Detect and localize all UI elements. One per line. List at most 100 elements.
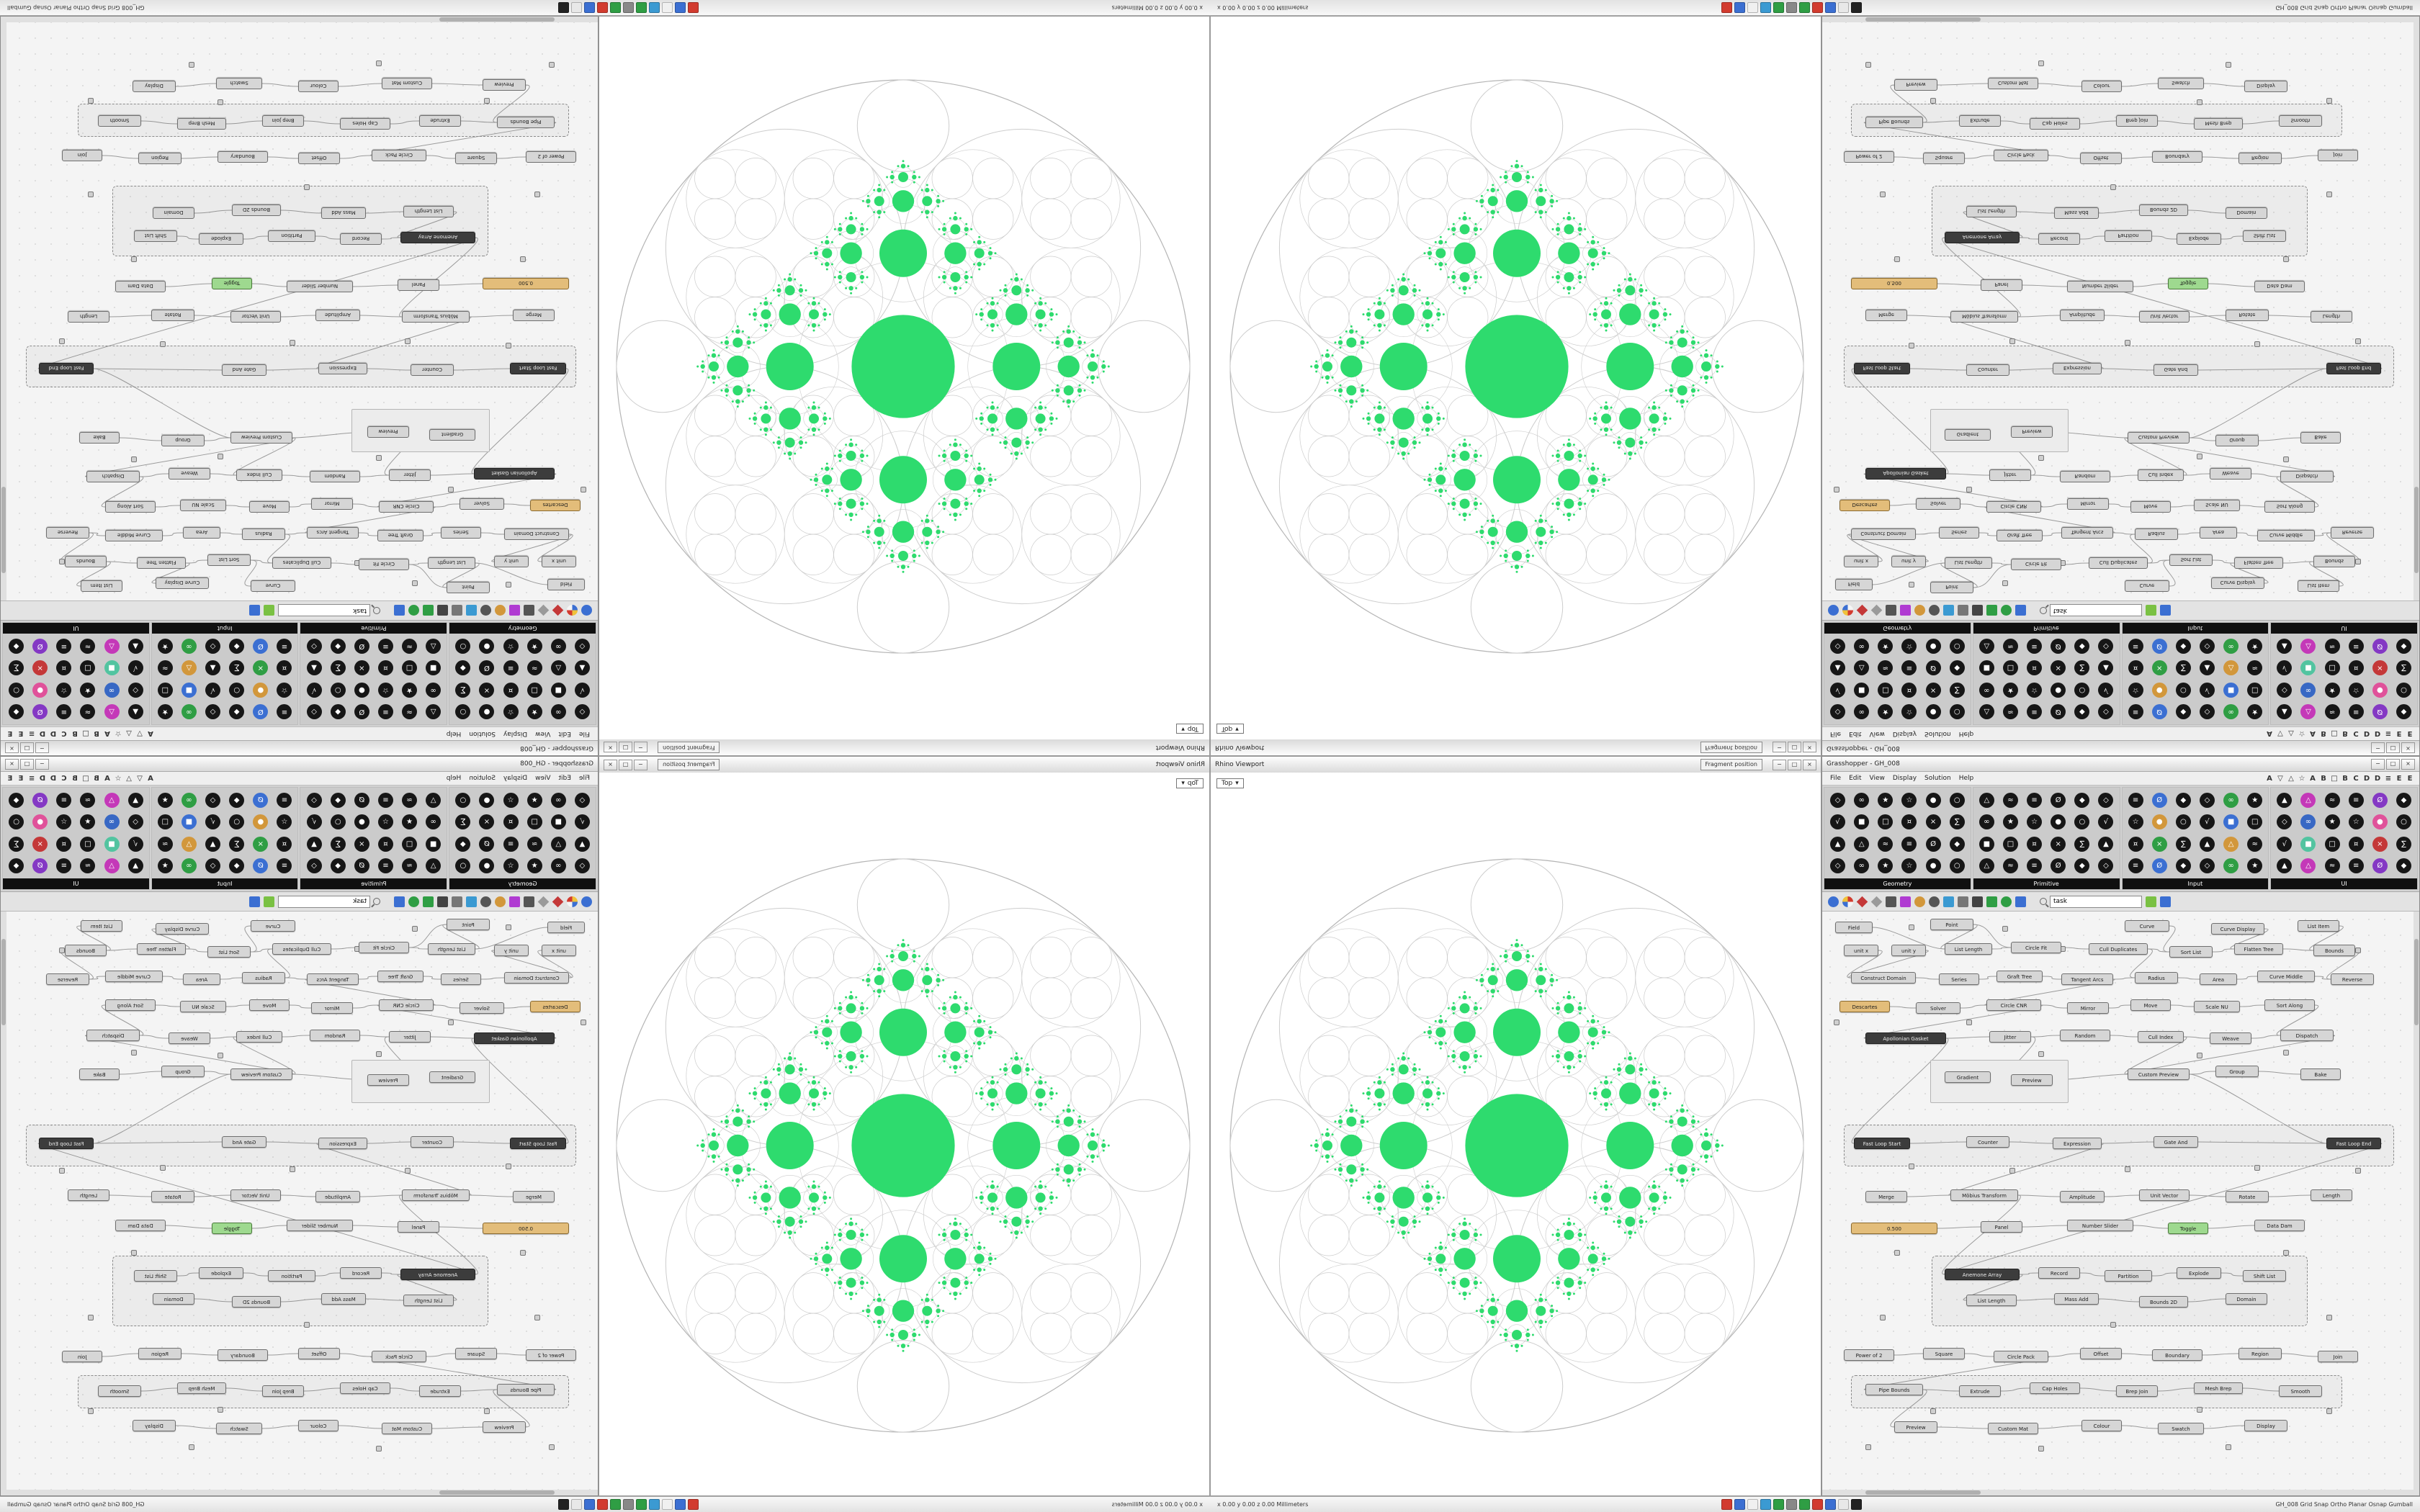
quick-button[interactable]: B — [2321, 774, 2326, 783]
gh-node[interactable]: Weave — [169, 1032, 210, 1044]
gh-node[interactable]: Circle CNR — [1986, 999, 2041, 1011]
gh-node[interactable]: Unit Vector — [230, 1189, 281, 1201]
component-icon[interactable]: ● — [2051, 682, 2066, 698]
component-icon[interactable]: ∑ — [455, 682, 471, 698]
gh-node[interactable]: Circle Pack — [1994, 1351, 2048, 1362]
gh-node[interactable]: Record — [340, 1267, 382, 1279]
grasshopper-solver-icon[interactable] — [264, 605, 274, 616]
gh-node[interactable]: Extrude — [419, 115, 461, 127]
taskbar-app-icon[interactable] — [1799, 1499, 1811, 1510]
close-button[interactable]: × — [1803, 759, 1816, 770]
component-icon[interactable]: ◆ — [2074, 638, 2090, 654]
gh-node[interactable]: Cull Duplicates — [2089, 943, 2148, 955]
palette-group-label[interactable]: Input — [2122, 878, 2269, 889]
component-icon[interactable]: ★ — [1878, 704, 1894, 720]
component-icon[interactable]: ◆ — [2396, 792, 2411, 808]
component-icon[interactable]: ∑ — [2074, 660, 2090, 676]
quick-button[interactable]: □ — [2331, 774, 2338, 783]
palette-group-label[interactable]: Primitive — [1973, 623, 2120, 634]
gh-node[interactable]: Random — [2060, 471, 2110, 482]
component-icon[interactable]: ∞ — [2300, 682, 2316, 698]
gh-node[interactable]: Bounds — [2313, 556, 2355, 567]
gh-node[interactable]: Solver — [460, 1002, 504, 1014]
gh-node[interactable]: List Length — [1945, 943, 1992, 955]
parameter-dot[interactable] — [549, 1444, 555, 1450]
gh-node[interactable]: Merge — [1865, 310, 1907, 321]
gh-node[interactable]: Weave — [2210, 1032, 2251, 1044]
gh-node[interactable]: Power of 2 — [1844, 151, 1894, 163]
component-icon[interactable]: × — [32, 836, 48, 852]
gh-node[interactable]: Dispatch — [2280, 1030, 2334, 1041]
component-icon[interactable]: √ — [1830, 682, 1846, 698]
component-icon[interactable]: √ — [127, 660, 143, 676]
gh-node[interactable]: Group — [161, 435, 205, 446]
parameter-dot[interactable] — [1880, 192, 1886, 197]
parameter-dot[interactable] — [484, 1408, 490, 1414]
component-icon[interactable]: ☆ — [1901, 704, 1917, 720]
component-icon[interactable]: Ø — [2051, 858, 2066, 874]
eye-icon[interactable] — [1929, 605, 1940, 616]
gh-node[interactable]: List Item — [2298, 920, 2339, 932]
component-icon[interactable]: ≈ — [526, 836, 542, 852]
component-icon[interactable]: ★ — [402, 682, 418, 698]
component-icon[interactable]: ≈ — [2002, 792, 2018, 808]
component-icon[interactable]: ∞ — [550, 858, 566, 874]
scrollbar-thumb[interactable] — [2414, 939, 2419, 1025]
save-icon[interactable] — [394, 605, 405, 616]
gh-node[interactable]: Panel — [398, 279, 439, 291]
palette-group-label[interactable]: Input — [151, 623, 298, 634]
gh-node[interactable]: Cull Duplicates — [272, 943, 331, 955]
scrollbar-thumb[interactable] — [1865, 1490, 1981, 1495]
component-icon[interactable]: ◆ — [2396, 858, 2411, 874]
component-icon[interactable]: ★ — [80, 682, 96, 698]
component-icon[interactable]: ● — [1925, 858, 1941, 874]
close-button[interactable]: × — [5, 742, 19, 754]
viewport-titlebar[interactable]: Rhino Viewport Fragment position − □ × — [1211, 757, 1821, 773]
gh-node[interactable]: Rotate — [2226, 1191, 2269, 1202]
component-icon[interactable]: △ — [1978, 792, 1994, 808]
gh-node[interactable]: Counter — [411, 364, 454, 376]
component-icon[interactable]: ◇ — [2199, 858, 2215, 874]
menu-item-display[interactable]: Display — [1892, 775, 1917, 782]
lock-icon[interactable] — [1972, 896, 1983, 907]
parameter-dot[interactable] — [376, 455, 382, 461]
grasshopper-titlebar[interactable]: Grasshopper - GH_008 − □ × — [1822, 740, 2419, 755]
gh-node[interactable]: Fast Loop Start — [510, 1138, 566, 1149]
gh-node[interactable]: Length — [68, 311, 109, 323]
brush-icon[interactable] — [1914, 605, 1925, 616]
component-icon[interactable]: △ — [2300, 704, 2316, 720]
menu-item-solution[interactable]: Solution — [469, 775, 496, 782]
save-icon[interactable] — [2015, 605, 2026, 616]
gh-node[interactable]: Square — [1923, 1348, 1965, 1359]
gh-node[interactable]: Mass Add — [2054, 207, 2099, 219]
palette-group-label[interactable]: UI — [2271, 623, 2417, 634]
taskbar-app-icon[interactable] — [557, 1499, 569, 1510]
component-icon[interactable]: Ø — [32, 858, 48, 874]
gh-node[interactable]: Expression — [2053, 363, 2102, 374]
taskbar-app-icon[interactable] — [635, 2, 647, 13]
gh-node[interactable]: Curve Middle — [2257, 971, 2315, 982]
component-icon[interactable]: ≈ — [80, 792, 96, 808]
component-icon[interactable]: ○ — [330, 682, 346, 698]
parameter-dot[interactable] — [304, 1322, 310, 1328]
gh-node[interactable]: Square — [1923, 153, 1965, 164]
quick-button[interactable]: □ — [2331, 729, 2338, 738]
menu-item-edit[interactable]: Edit — [1849, 775, 1862, 782]
gh-node[interactable]: Jitter — [1989, 469, 2031, 481]
component-icon[interactable]: ○ — [2175, 682, 2191, 698]
quick-button[interactable]: D — [50, 774, 57, 783]
parameter-dot[interactable] — [2254, 341, 2260, 347]
gh-node[interactable]: Custom Mat — [1988, 78, 2038, 89]
parameter-dot[interactable] — [189, 1444, 194, 1450]
gh-node[interactable]: List Length — [1966, 206, 2017, 217]
component-icon[interactable]: ■ — [1978, 836, 1994, 852]
component-icon[interactable]: ★ — [1878, 638, 1894, 654]
palette-group-label[interactable]: UI — [3, 623, 149, 634]
component-icon[interactable]: × — [253, 836, 269, 852]
component-icon[interactable]: ≡ — [2348, 858, 2364, 874]
gh-node[interactable]: unit y — [1891, 945, 1926, 956]
component-icon[interactable]: Ø — [32, 704, 48, 720]
component-icon[interactable]: ◆ — [330, 704, 346, 720]
diamond-gray-icon[interactable] — [1870, 605, 1883, 616]
parameter-dot[interactable] — [218, 454, 223, 459]
